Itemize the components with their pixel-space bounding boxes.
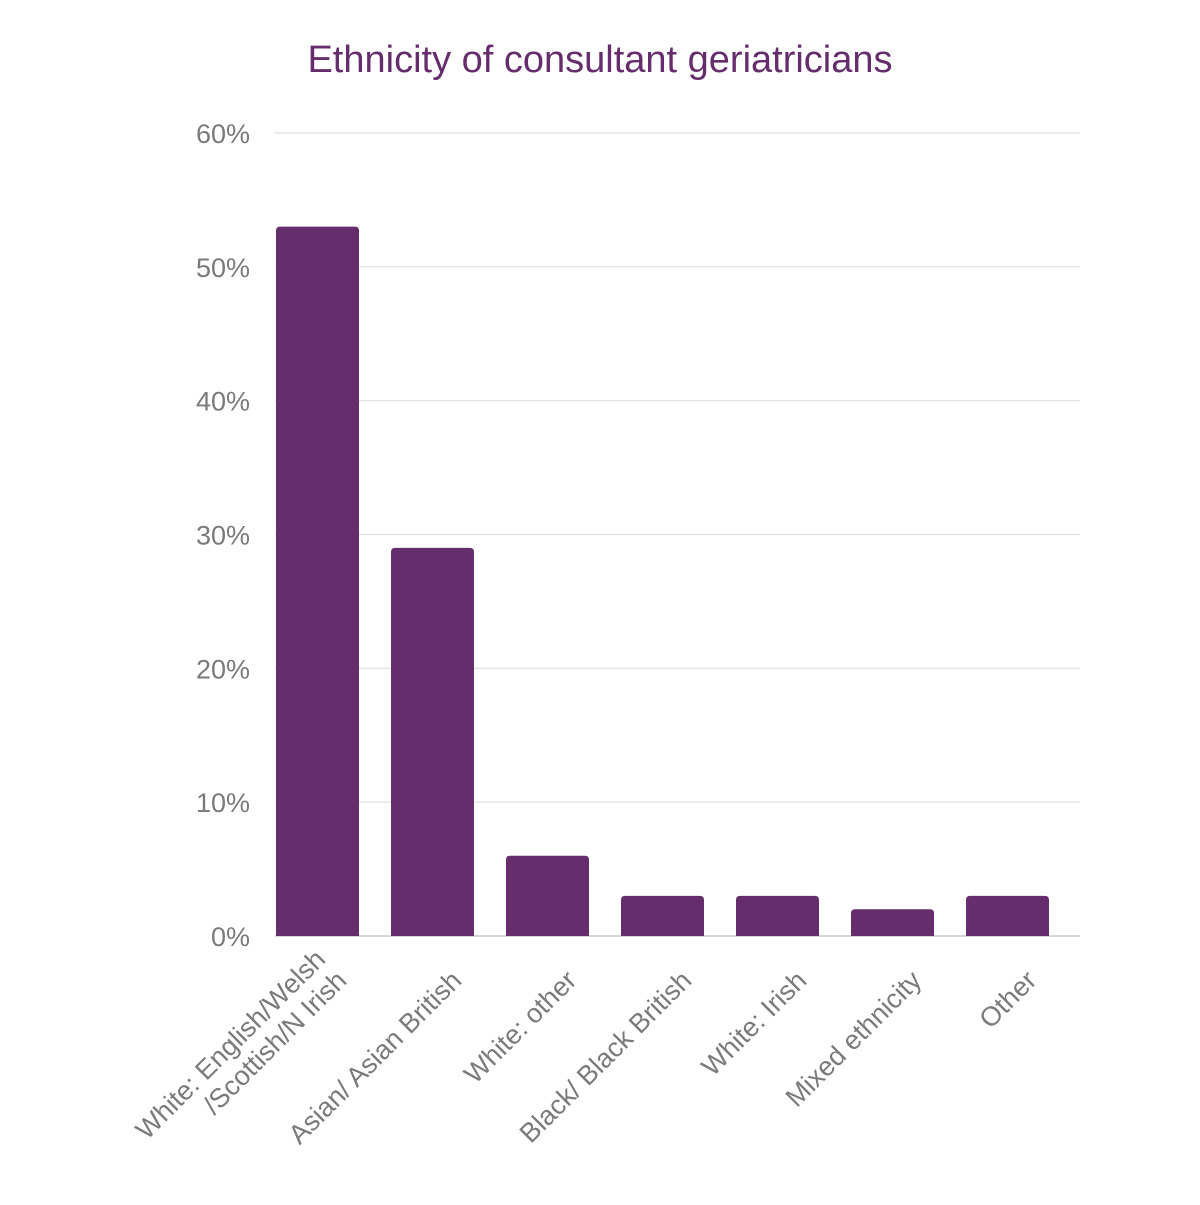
bar: [276, 226, 359, 936]
y-tick-label: 60%: [196, 119, 250, 149]
bar: [736, 895, 819, 936]
bars: [276, 226, 1049, 936]
y-axis-ticks: 0% 10% 20% 30% 40% 50% 60%: [196, 119, 250, 952]
chart-title: Ethnicity of consultant geriatricians: [307, 39, 892, 81]
y-tick-label: 50%: [196, 253, 250, 283]
bar: [391, 547, 474, 936]
x-tick-label: White: other: [458, 965, 582, 1089]
bar: [851, 909, 934, 936]
y-tick-label: 20%: [196, 654, 250, 684]
x-tick-label-group: Other: [973, 965, 1042, 1034]
x-axis-labels: White: English/Welsh/Scottish/N IrishAsi…: [130, 944, 1042, 1150]
bar: [506, 855, 589, 936]
y-tick-label: 40%: [196, 387, 250, 417]
y-tick-label: 10%: [196, 788, 250, 818]
x-tick-label-group: White: other: [458, 965, 582, 1089]
bar: [966, 895, 1049, 936]
y-tick-label: 0%: [211, 922, 250, 952]
x-tick-label: White: Irish: [696, 965, 813, 1082]
x-tick-label-group: White: Irish: [696, 965, 813, 1082]
bar: [621, 895, 704, 936]
y-tick-label: 30%: [196, 521, 250, 551]
x-tick-label: Other: [973, 965, 1042, 1034]
